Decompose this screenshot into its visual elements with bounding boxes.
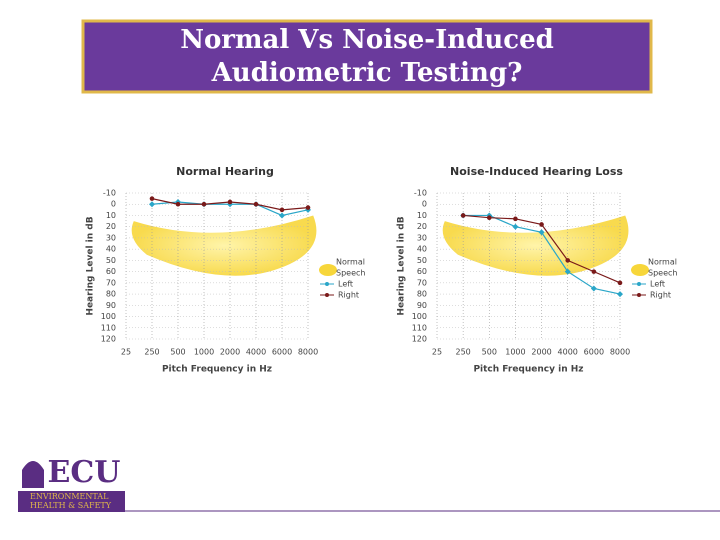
point	[564, 268, 571, 275]
y-tick-label: 60	[417, 267, 427, 276]
legend-label: Right	[650, 291, 671, 300]
logo: ECU ENVIRONMENTAL HEALTH & SAFETY	[18, 455, 125, 512]
speech-banana	[131, 215, 317, 276]
title-box	[81, 19, 653, 94]
y-tick-label: 30	[417, 233, 427, 242]
point	[513, 216, 518, 222]
legend-label: Speech	[336, 269, 365, 278]
legend-swatch	[325, 282, 329, 286]
x-tick-label: 500	[482, 348, 497, 357]
legend-swatch	[631, 264, 649, 276]
y-tick-label: -10	[103, 189, 116, 198]
x-tick-label: 8000	[298, 348, 318, 357]
point	[279, 212, 285, 219]
logo-name: ECU	[48, 455, 121, 490]
y-axis-title: Hearing Level in dB	[86, 216, 96, 315]
y-tick-label: 20	[106, 222, 116, 231]
speech-banana	[442, 215, 629, 276]
legend-swatch	[325, 293, 329, 297]
y-tick-label: 40	[106, 245, 116, 254]
y-tick-label: 80	[106, 290, 116, 299]
point	[279, 207, 285, 213]
legend-swatch	[319, 264, 337, 276]
legend-label: Left	[650, 280, 665, 289]
x-tick-label: 500	[170, 348, 185, 357]
y-axis-title: Hearing Level in dB	[397, 216, 407, 315]
x-tick-label: 2000	[531, 348, 551, 357]
point	[538, 229, 545, 236]
y-tick-label: 100	[101, 312, 116, 321]
y-tick-label: 90	[106, 301, 116, 310]
y-tick-label: 110	[412, 323, 427, 332]
point	[617, 280, 623, 286]
point	[486, 215, 492, 221]
point	[460, 213, 466, 218]
point	[227, 199, 233, 205]
logo-subtitle: ENVIRONMENTAL	[30, 492, 109, 501]
point	[201, 201, 207, 207]
legend-swatch	[637, 282, 641, 286]
y-tick-label: 40	[417, 245, 427, 254]
y-tick-label: 50	[417, 256, 427, 265]
point	[590, 285, 597, 292]
legend-label: Normal	[648, 258, 677, 267]
slide-title: Normal Vs Noise-Induced	[180, 25, 554, 55]
x-tick-label: 8000	[610, 348, 630, 357]
y-tick-label: 10	[417, 211, 427, 220]
x-tick-label: 6000	[272, 348, 292, 357]
y-tick-label: 0	[111, 200, 116, 209]
y-tick-label: 100	[412, 312, 427, 321]
logo-band	[18, 491, 125, 512]
point	[175, 201, 181, 207]
y-tick-label: 60	[106, 267, 116, 276]
y-tick-label: 90	[417, 301, 427, 310]
point	[617, 291, 623, 298]
y-tick-label: 70	[106, 278, 116, 287]
x-tick-label: 2000	[220, 348, 240, 357]
y-tick-label: 80	[417, 290, 427, 299]
x-axis-title: Pitch Frequency in Hz	[473, 365, 583, 375]
point	[149, 196, 155, 201]
legend-label: Speech	[648, 269, 677, 278]
point	[539, 222, 544, 227]
y-tick-label: 10	[106, 211, 116, 220]
x-tick-label: 250	[456, 348, 471, 357]
legend-label: Right	[338, 291, 359, 300]
y-tick-label: 0	[422, 200, 427, 209]
chart-title: Noise-Induced Hearing Loss	[450, 165, 623, 178]
point	[253, 201, 259, 207]
x-tick-label: 4000	[558, 348, 578, 357]
point	[565, 258, 571, 263]
x-tick-label: 250	[144, 348, 159, 357]
y-tick-label: 120	[101, 335, 116, 344]
x-tick-label: 6000	[584, 348, 604, 357]
point	[512, 223, 519, 230]
legend-label: Left	[338, 280, 353, 289]
y-tick-label: 50	[106, 256, 116, 265]
y-tick-label: 30	[106, 233, 116, 242]
legend-swatch	[637, 293, 641, 297]
x-tick-label: 25	[121, 348, 131, 357]
point	[591, 269, 597, 274]
x-axis-title: Pitch Frequency in Hz	[162, 365, 272, 375]
slide-title: Audiometric Testing?	[211, 58, 523, 88]
x-tick-label: 4000	[246, 348, 266, 357]
y-tick-label: 70	[417, 278, 427, 287]
x-tick-label: 1000	[505, 348, 525, 357]
y-tick-label: 20	[417, 222, 427, 231]
logo-subtitle: HEALTH & SAFETY	[30, 501, 112, 510]
x-tick-label: 1000	[194, 348, 214, 357]
y-tick-label: -10	[414, 189, 427, 198]
legend-label: Normal	[336, 258, 365, 267]
logo-icon	[22, 461, 44, 488]
chart-title: Normal Hearing	[176, 165, 274, 178]
point	[305, 205, 311, 210]
y-tick-label: 120	[412, 335, 427, 344]
y-tick-label: 110	[101, 323, 116, 332]
x-tick-label: 25	[432, 348, 442, 357]
point	[149, 201, 155, 208]
